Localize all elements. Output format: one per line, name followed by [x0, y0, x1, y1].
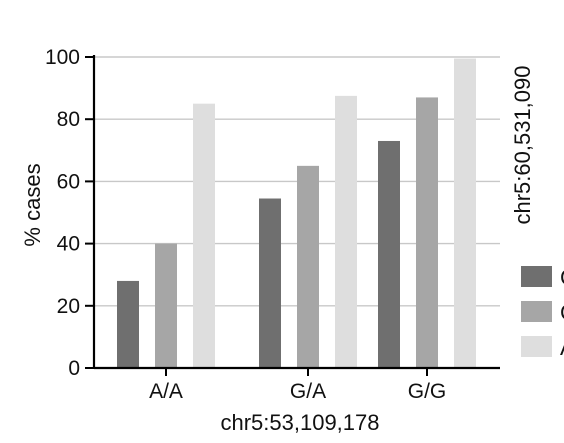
y-tick-label-100: 100 [45, 46, 80, 69]
axis-layer: 0 20 40 60 80 100 A/A G/A G/G [45, 46, 500, 403]
bar-2-a-a [155, 243, 177, 368]
bar-1-g-a [259, 198, 281, 368]
y-axis-label: % cases [20, 163, 45, 246]
legend-swatch-3 [521, 336, 552, 357]
legend-label-1: C [560, 265, 564, 290]
bar-1-a-a [117, 280, 139, 368]
bar-3-a-a [193, 103, 215, 369]
legend-label-3: A [560, 335, 564, 360]
legend-swatch-2 [521, 301, 552, 322]
x-axis-label: chr5:53,109,178 [220, 410, 379, 435]
label-layer: % cases chr5:53,109,178 chr5:60,531,090 [20, 65, 535, 435]
bar-2-g-g [416, 97, 438, 369]
legend: CCA [521, 265, 564, 360]
right-axis-label: chr5:60,531,090 [510, 65, 535, 224]
y-tick-label-0: 0 [68, 357, 80, 380]
legend-label-2: C [560, 300, 564, 325]
bar-3-g-a [335, 95, 357, 368]
bar-layer [117, 58, 476, 369]
y-tick-label-20: 20 [57, 295, 80, 318]
y-tick-label-60: 60 [57, 170, 80, 193]
legend-swatch-1 [521, 266, 552, 287]
y-tick-label-40: 40 [57, 233, 80, 256]
y-tick-label-80: 80 [57, 108, 80, 131]
bar-2-g-a [297, 165, 319, 368]
x-tick-label-0: A/A [149, 380, 183, 403]
x-tick-label-2: G/G [408, 380, 447, 403]
x-tick-label-1: G/A [290, 380, 326, 403]
bar-1-g-g [378, 140, 400, 368]
bar-3-g-g [454, 58, 476, 369]
